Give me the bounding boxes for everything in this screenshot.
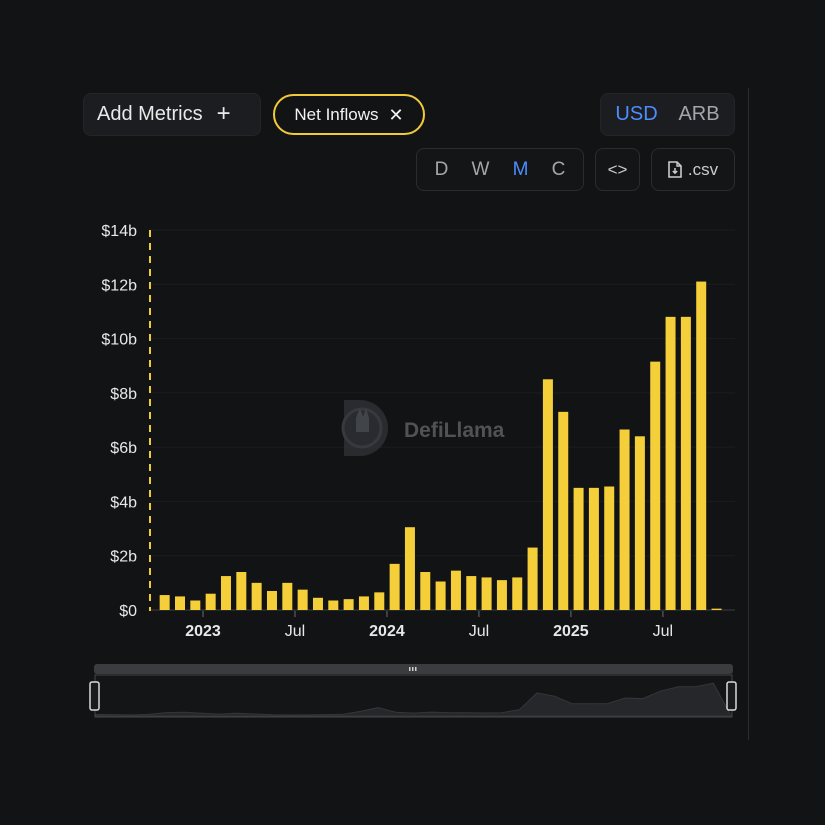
- right-divider: [748, 88, 749, 740]
- bar[interactable]: [374, 592, 385, 610]
- bar[interactable]: [190, 600, 201, 611]
- file-download-icon: [668, 161, 682, 178]
- bar[interactable]: [282, 582, 293, 610]
- bar[interactable]: [481, 577, 492, 610]
- close-icon[interactable]: ✕: [388, 104, 404, 125]
- y-tick-label: $12b: [101, 277, 137, 294]
- y-axis: $0 $2b $4b $6b $8b $10b $12b $14b: [101, 223, 137, 620]
- bar[interactable]: [680, 316, 691, 610]
- bar[interactable]: [297, 589, 308, 610]
- range-slider-left-handle[interactable]: [89, 681, 100, 711]
- y-tick-label: $14b: [101, 223, 137, 240]
- y-tick-label: $2b: [110, 549, 137, 566]
- bar[interactable]: [604, 486, 615, 611]
- csv-label: .csv: [687, 159, 719, 179]
- range-slider-preview: [95, 682, 732, 717]
- metric-chip-net-inflows[interactable]: Net Inflows ✕: [273, 94, 425, 135]
- period-day[interactable]: D: [434, 158, 449, 180]
- y-tick-label: $8b: [110, 386, 137, 403]
- add-metrics-button[interactable]: Add Metrics +: [83, 93, 261, 136]
- y-tick-label: $6b: [110, 440, 137, 457]
- bar[interactable]: [175, 596, 185, 610]
- bar[interactable]: [312, 597, 323, 610]
- bar[interactable]: [220, 576, 231, 610]
- period-week[interactable]: W: [471, 158, 490, 180]
- x-tick-label: Jul: [653, 623, 673, 640]
- grip-icon: [409, 667, 417, 671]
- watermark: DefiLlama: [341, 400, 505, 456]
- bar[interactable]: [711, 608, 722, 610]
- bar[interactable]: [358, 596, 369, 610]
- bar[interactable]: [665, 316, 676, 610]
- bar[interactable]: [558, 411, 569, 610]
- bar[interactable]: [328, 600, 339, 611]
- bar[interactable]: [573, 487, 584, 610]
- bar[interactable]: [512, 577, 523, 610]
- bar[interactable]: [236, 572, 247, 610]
- download-csv-button[interactable]: .csv: [651, 148, 735, 191]
- bar[interactable]: [251, 582, 262, 610]
- bar[interactable]: [466, 576, 477, 610]
- bar[interactable]: [389, 563, 400, 610]
- embed-button[interactable]: <>: [595, 148, 640, 191]
- code-icon: <>: [607, 159, 628, 179]
- y-tick-label: $10b: [101, 332, 137, 349]
- bar[interactable]: [588, 487, 599, 610]
- bar[interactable]: [527, 547, 538, 610]
- x-tick-label: Jul: [285, 623, 305, 640]
- period-month[interactable]: M: [512, 158, 529, 180]
- bar[interactable]: [450, 570, 461, 610]
- bar[interactable]: [420, 572, 431, 610]
- llama-head: [356, 408, 369, 432]
- currency-arb[interactable]: ARB: [678, 103, 720, 125]
- bar[interactable]: [404, 527, 415, 610]
- y-tick-label: $0: [119, 603, 137, 620]
- bar[interactable]: [619, 429, 630, 611]
- watermark-text: DefiLlama: [404, 419, 505, 442]
- bar[interactable]: [696, 281, 707, 610]
- metric-chip-label: Net Inflows: [294, 104, 379, 124]
- x-tick-label: Jul: [469, 623, 489, 640]
- bar[interactable]: [343, 599, 354, 610]
- period-toggle: D W M C: [416, 148, 584, 191]
- currency-usd[interactable]: USD: [615, 103, 658, 125]
- x-axis: 2023 Jul 2024 Jul 2025 Jul: [185, 611, 673, 640]
- currency-toggle: USD ARB: [600, 93, 735, 136]
- x-tick-label: 2025: [553, 623, 589, 640]
- period-cumulative[interactable]: C: [551, 158, 566, 180]
- bar[interactable]: [496, 580, 507, 610]
- bar[interactable]: [435, 581, 446, 611]
- bar[interactable]: [542, 379, 553, 610]
- y-tick-label: $4b: [110, 494, 137, 511]
- bar[interactable]: [634, 436, 645, 610]
- x-tick-label: 2024: [369, 623, 405, 640]
- range-slider-right-handle[interactable]: [726, 681, 737, 711]
- add-metrics-label: Add Metrics: [97, 103, 203, 125]
- bar[interactable]: [159, 595, 170, 610]
- bars: [159, 281, 722, 611]
- x-tick-label: 2023: [185, 623, 221, 640]
- bar[interactable]: [650, 361, 661, 610]
- logo-ring: [341, 407, 383, 449]
- bar[interactable]: [205, 593, 216, 610]
- plus-icon: +: [216, 99, 231, 127]
- bar[interactable]: [266, 591, 277, 610]
